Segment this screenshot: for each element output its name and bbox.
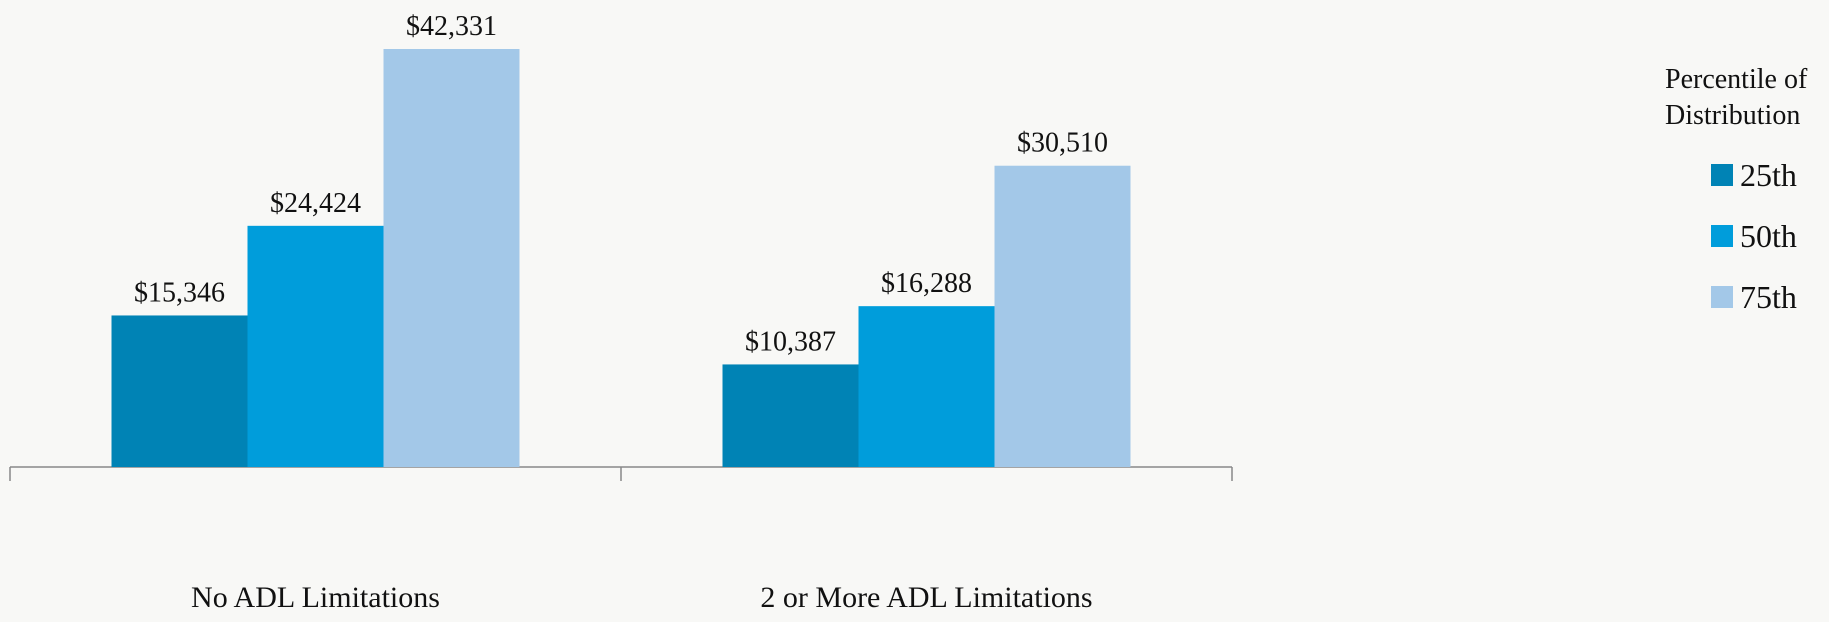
legend-swatch — [1711, 225, 1733, 247]
legend-swatch — [1711, 286, 1733, 308]
bar — [722, 364, 859, 467]
legend-label: 50th — [1740, 218, 1797, 254]
legend-title: Percentile of Distribution — [1665, 64, 1808, 131]
value-label: $42,331 — [406, 11, 497, 42]
x-tick-label: No ADL Limitations — [191, 581, 440, 614]
bar — [994, 165, 1131, 467]
value-label: $15,346 — [134, 277, 225, 308]
x-tick-label: 2 or More ADL Limitations — [760, 581, 1092, 614]
value-label: $30,510 — [1017, 128, 1108, 159]
value-label: $16,288 — [881, 268, 972, 299]
legend-label: 25th — [1740, 157, 1797, 193]
legend-label: 75th — [1740, 279, 1797, 315]
value-label: $24,424 — [270, 188, 361, 219]
legend-swatch — [1711, 164, 1733, 186]
bar — [111, 315, 248, 467]
value-label: $10,387 — [745, 326, 836, 357]
bar — [247, 225, 384, 467]
bar — [858, 306, 995, 467]
bar — [383, 49, 520, 467]
